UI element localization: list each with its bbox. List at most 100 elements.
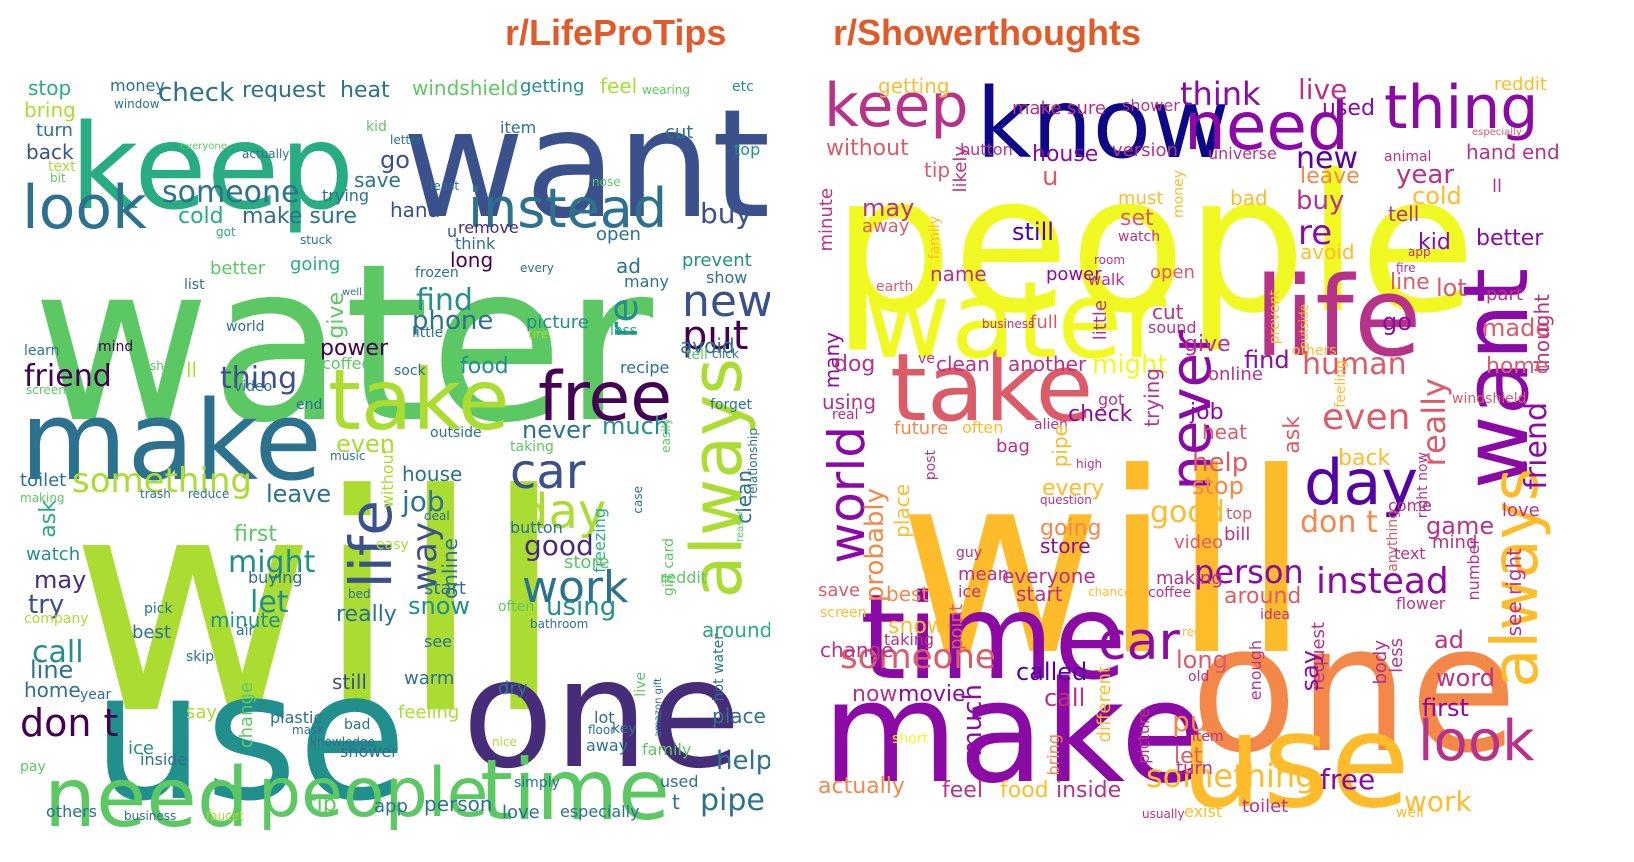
left-cloud-word: ask bbox=[36, 500, 61, 538]
right-cloud-word: toilet bbox=[1242, 796, 1289, 817]
right-cloud-word: line bbox=[1390, 270, 1430, 295]
left-cloud-word: outside bbox=[430, 425, 482, 441]
right-cloud-word: day bbox=[1304, 446, 1419, 519]
left-cloud-word: coffee bbox=[322, 354, 372, 373]
right-cloud-word: cold bbox=[1412, 182, 1462, 210]
left-cloud-word: look bbox=[22, 173, 147, 243]
left-cloud-word: may bbox=[34, 566, 87, 594]
right-cloud-word: without bbox=[826, 136, 909, 161]
left-cloud-word: water bbox=[32, 218, 654, 471]
right-cloud-word: work bbox=[1404, 785, 1472, 818]
left-cloud-word: good bbox=[524, 529, 594, 562]
right-cloud-word: know bbox=[976, 68, 1230, 180]
left-cloud-word: especially bbox=[560, 802, 640, 821]
left-cloud-word: less bbox=[610, 323, 638, 339]
left-cloud-word: easily bbox=[659, 418, 673, 453]
right-cloud-word: version bbox=[1112, 140, 1178, 161]
right-cloud-word: taking bbox=[884, 630, 935, 649]
left-cloud-word: let bbox=[250, 585, 289, 620]
right-cloud-word: human bbox=[1302, 347, 1407, 382]
left-cloud-word: many bbox=[624, 272, 669, 291]
right-cloud-word: look bbox=[1418, 709, 1535, 774]
left-cloud-word: bed bbox=[348, 587, 371, 601]
right-cloud-word: walk bbox=[1088, 270, 1125, 289]
left-cloud-word: keep bbox=[70, 98, 355, 236]
left-cloud-word: even bbox=[336, 430, 395, 458]
right-cloud-word: idea bbox=[1260, 607, 1290, 623]
right-cloud-word: may bbox=[862, 194, 915, 222]
right-cloud-word: app bbox=[1408, 245, 1431, 259]
left-cloud-word: gift card bbox=[661, 538, 677, 597]
left-cloud-word: company bbox=[24, 611, 89, 627]
left-cloud-word: item bbox=[500, 118, 537, 137]
right-cloud-word: shower bbox=[1122, 96, 1180, 115]
right-cloud-word: back bbox=[1338, 446, 1391, 471]
left-cloud-word: t bbox=[672, 790, 680, 814]
left-cloud-word: find bbox=[416, 283, 473, 318]
left-cloud-word: see bbox=[424, 632, 453, 651]
left-cloud-word: app bbox=[374, 796, 408, 817]
right-cloud-word: love bbox=[1502, 500, 1540, 521]
left-cloud-word: back bbox=[26, 140, 74, 164]
left-cloud-word: home bbox=[24, 678, 81, 702]
left-cloud-word: cold bbox=[178, 204, 224, 229]
left-cloud-word: ice bbox=[128, 738, 154, 759]
right-cloud-word: future bbox=[894, 418, 949, 439]
left-cloud-word: screen bbox=[26, 383, 66, 397]
left-cloud-word: call bbox=[32, 635, 84, 670]
left-cloud-word: nose bbox=[592, 175, 621, 189]
right-cloud-word: called bbox=[1016, 658, 1088, 686]
left-cloud-word: button bbox=[510, 518, 563, 537]
left-cloud-word: feeling bbox=[398, 702, 460, 723]
left-cloud-word: deal bbox=[424, 509, 450, 523]
left-cloud-word: online bbox=[438, 538, 462, 600]
left-cloud-word: someone bbox=[162, 175, 300, 210]
right-cloud-word: now bbox=[852, 682, 898, 707]
right-cloud-word: friend bbox=[1519, 402, 1554, 490]
left-cloud-word: day bbox=[518, 484, 607, 540]
left-cloud-word: floor bbox=[588, 723, 616, 737]
right-cloud-word: bring bbox=[1044, 734, 1063, 776]
left-cloud-word: pay bbox=[20, 759, 46, 775]
left-cloud-word: tell bbox=[686, 347, 708, 363]
left-cloud-word: inside bbox=[140, 750, 188, 769]
left-cloud-word: love bbox=[502, 802, 540, 823]
left-cloud-word: music bbox=[330, 449, 366, 463]
right-cloud-word: coffee bbox=[1148, 585, 1192, 601]
left-cloud-word: learn bbox=[24, 343, 60, 359]
left-cloud-word: take bbox=[328, 351, 510, 449]
right-cloud-word: give bbox=[1184, 332, 1231, 357]
left-cloud-word: job bbox=[402, 485, 445, 518]
right-cloud-word: time bbox=[860, 568, 1127, 706]
left-cloud-word: dry bbox=[498, 678, 528, 699]
left-cloud-word: air bbox=[236, 623, 255, 639]
left-cloud-word: feel bbox=[600, 74, 638, 98]
right-cloud-word: life bbox=[1254, 253, 1422, 381]
right-cloud-word: fire bbox=[1396, 261, 1416, 275]
right-cloud-word: tip bbox=[924, 158, 951, 182]
left-cloud-word: long bbox=[450, 248, 494, 272]
left-cloud-word: tip bbox=[308, 792, 337, 817]
left-cloud-word: trying bbox=[322, 186, 370, 205]
right-cloud-word: less bbox=[1386, 638, 1407, 673]
right-cloud-word: better bbox=[1476, 226, 1544, 251]
right-cloud-word: watch bbox=[1118, 229, 1161, 245]
left-cloud-word: taking bbox=[510, 439, 554, 455]
right-cloud-word: first bbox=[1422, 694, 1469, 722]
right-cloud-word: actually bbox=[818, 774, 905, 799]
left-cloud-word: frozen bbox=[415, 265, 459, 281]
right-cloud-word: let bbox=[1174, 744, 1203, 769]
left-cloud-word: bring bbox=[24, 98, 76, 122]
left-cloud-word: one bbox=[462, 628, 742, 802]
right-cloud-word: enough bbox=[1246, 640, 1265, 701]
left-cloud-word: line bbox=[30, 656, 74, 684]
left-cloud-word: bathroom bbox=[530, 617, 589, 631]
left-cloud-word: picture bbox=[526, 312, 589, 333]
left-cloud-word: mask bbox=[292, 723, 325, 737]
left-cloud-word: much bbox=[602, 412, 669, 440]
left-cloud-word: stop bbox=[28, 76, 72, 100]
right-cloud-word: family bbox=[927, 216, 943, 260]
left-cloud-word: warm bbox=[404, 668, 455, 689]
right-cloud-word: top bbox=[1226, 504, 1253, 523]
right-title: r/Showerthoughts bbox=[833, 12, 1141, 53]
